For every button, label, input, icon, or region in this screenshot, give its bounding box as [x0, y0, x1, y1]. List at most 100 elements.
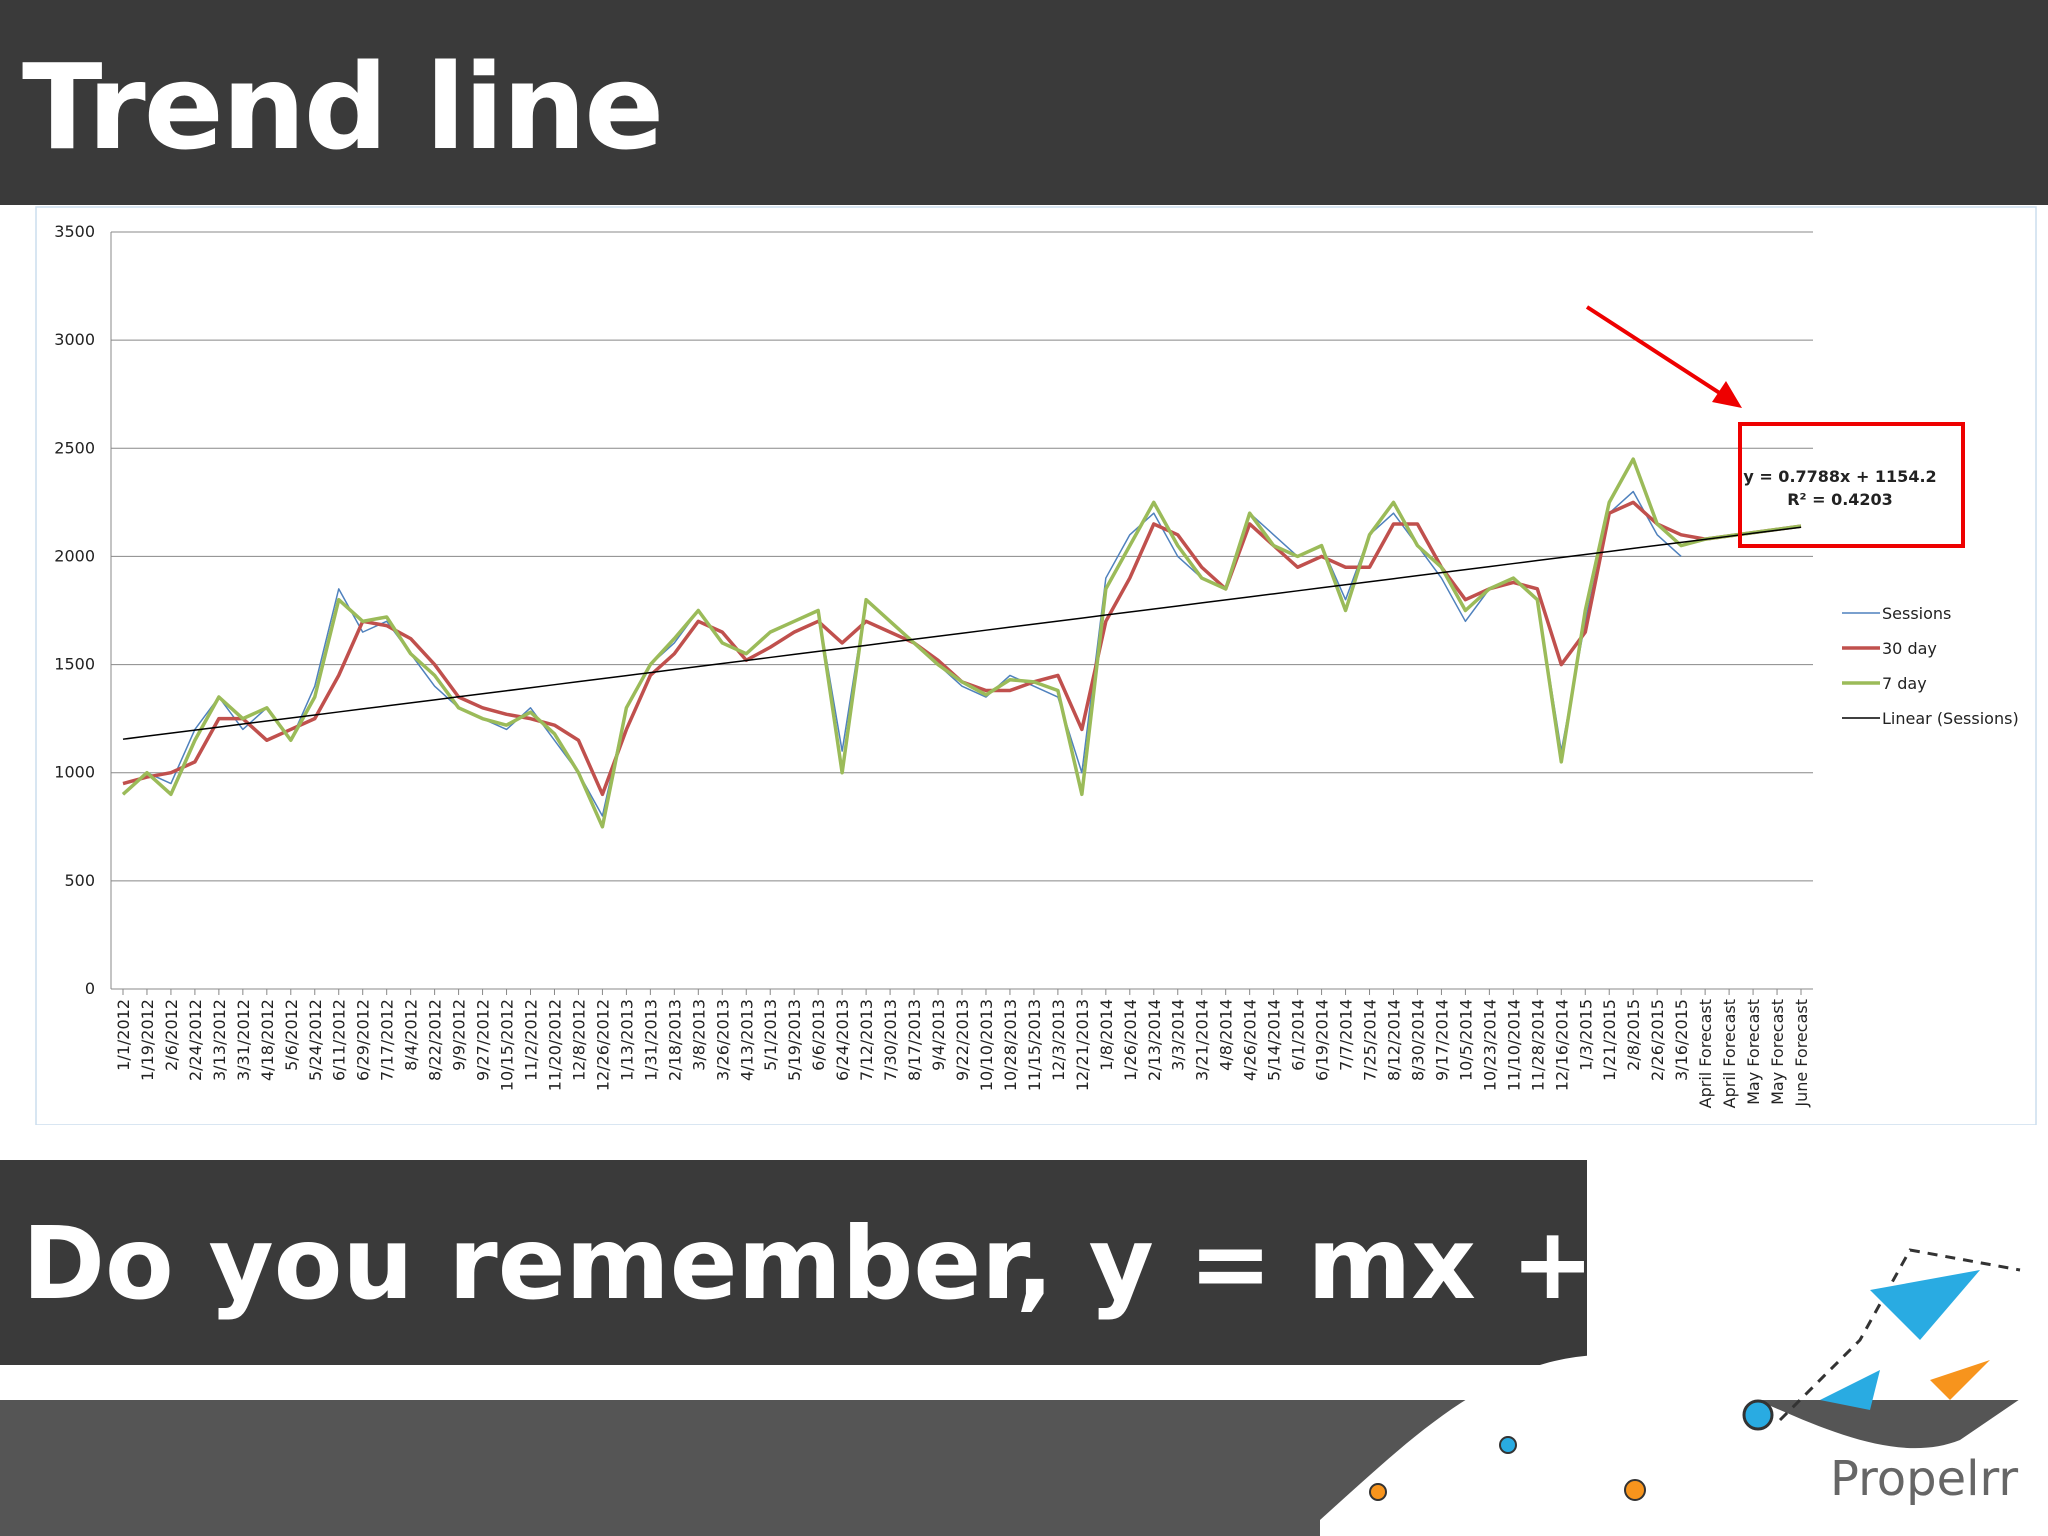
- question: Do you remember, y = mx + b?: [22, 1205, 1759, 1322]
- x-tick-label: 4/8/2014: [1217, 999, 1236, 1071]
- dot: [1742, 1399, 1774, 1431]
- x-tick-label: 4/13/2013: [737, 999, 756, 1081]
- legend-label: Linear (Sessions): [1882, 709, 2019, 728]
- x-tick-label: 8/17/2013: [905, 999, 924, 1081]
- x-tick-label: 6/6/2013: [809, 999, 828, 1071]
- x-tick-label: 10/23/2014: [1480, 999, 1499, 1091]
- dot: [1624, 1479, 1646, 1501]
- x-tick-label: 11/20/2012: [545, 999, 564, 1091]
- hill: [1320, 1354, 2048, 1536]
- title-bar: [0, 0, 2048, 205]
- x-tick-label: 12/26/2012: [593, 999, 612, 1091]
- annotation: R² = 0.4203: [1787, 490, 1893, 509]
- x-tick-label: 8/30/2014: [1408, 999, 1427, 1081]
- x-tick-label: 10/10/2013: [977, 999, 996, 1091]
- x-tick-label: 3/8/2013: [689, 999, 708, 1071]
- x-tick-label: 5/19/2013: [785, 999, 804, 1081]
- chart-frame: [35, 206, 2037, 1125]
- x-tick-label: 2/6/2012: [162, 999, 181, 1071]
- x-tick-label: 1/21/2015: [1600, 999, 1619, 1081]
- x-tick-label: 10/28/2013: [1001, 999, 1020, 1091]
- y-tick-label: 0: [85, 979, 95, 998]
- series-line: [121, 457, 1802, 829]
- x-tick-label: 12/16/2014: [1552, 999, 1571, 1091]
- annotation: y = 0.7788x + 1154.2: [1743, 467, 1936, 486]
- y-tick-label: 3500: [54, 222, 95, 241]
- x-tick-label: 11/10/2014: [1504, 999, 1523, 1091]
- legend-label: Sessions: [1882, 604, 1951, 623]
- x-tick-label: 1/8/2014: [1097, 999, 1116, 1071]
- x-tick-label: 5/1/2013: [761, 999, 780, 1071]
- x-tick-label: 9/4/2013: [929, 999, 948, 1071]
- x-tick-label: 9/17/2014: [1432, 999, 1451, 1081]
- logo-text: Propelrr: [1830, 1451, 2018, 1507]
- logo-mark: [1930, 1360, 1990, 1400]
- x-tick-label: 4/26/2014: [1241, 999, 1260, 1081]
- x-tick-label: May Forecast: [1768, 999, 1787, 1105]
- y-tick-label: 500: [64, 871, 95, 890]
- x-tick-label: 3/26/2013: [713, 999, 732, 1081]
- x-tick-label: 10/5/2014: [1456, 999, 1475, 1081]
- x-tick-label: 12/21/2013: [1073, 999, 1092, 1091]
- equation-box: [1738, 422, 1965, 548]
- x-tick-label: 12/3/2013: [1049, 999, 1068, 1081]
- x-tick-label: 11/15/2013: [1025, 999, 1044, 1091]
- chart: 0 500 1000 1500 2000 2500 3000 3500 1/1/2012 1/19…: [35, 206, 2037, 1125]
- x-tick-label: 7/7/2014: [1337, 999, 1356, 1071]
- x-tick-label: 3/16/2015: [1672, 999, 1691, 1081]
- x-tick-label: 2/24/2012: [186, 999, 205, 1081]
- x-tick-label: June Forecast: [1792, 999, 1811, 1108]
- x-tick-label: 5/6/2012: [282, 999, 301, 1071]
- x-tick-label: 4/18/2012: [258, 999, 277, 1081]
- x-tick-label: 8/4/2012: [402, 999, 421, 1071]
- y-tick-label: 3000: [54, 330, 95, 349]
- x-tick-label: 11/2/2012: [522, 999, 541, 1081]
- dot: [1499, 1436, 1517, 1454]
- arrow-head: [1712, 381, 1742, 408]
- x-tick-label: 10/15/2012: [498, 999, 517, 1091]
- plane: [1870, 1270, 1980, 1340]
- legend-label: 30 day: [1882, 639, 1937, 658]
- x-tick-label: 3/21/2014: [1193, 999, 1212, 1081]
- x-tick-label: 5/24/2012: [306, 999, 325, 1081]
- x-tick-label: 6/11/2012: [330, 999, 349, 1081]
- series-line: [122, 526, 1802, 740]
- arrow: [1585, 305, 1737, 405]
- x-tick-label: 1/13/2013: [617, 999, 636, 1081]
- x-tick-label: 2/13/2014: [1145, 999, 1164, 1081]
- x-tick-label: 7/25/2014: [1361, 999, 1380, 1081]
- flight-path: [1778, 1248, 2021, 1422]
- x-tick-label: 6/24/2013: [833, 999, 852, 1081]
- x-tick-label: 9/9/2012: [450, 999, 469, 1071]
- x-tick-label: 2/18/2013: [665, 999, 684, 1081]
- x-tick-label: 3/13/2012: [210, 999, 229, 1081]
- y-tick-label: 1500: [54, 655, 95, 674]
- x-tick-label: 1/26/2014: [1121, 999, 1140, 1081]
- x-tick-label: 7/30/2013: [881, 999, 900, 1081]
- x-tick-label: 5/14/2014: [1265, 999, 1284, 1081]
- x-tick-label: April Forecast: [1696, 999, 1715, 1108]
- x-tick-label: April Forecast: [1720, 999, 1739, 1108]
- x-tick-label: 11/28/2014: [1528, 999, 1547, 1091]
- question-box: [0, 1160, 1587, 1365]
- y-tick-label: 2500: [54, 438, 95, 457]
- x-tick-label: 2/26/2015: [1648, 999, 1667, 1081]
- x-tick-label: 6/1/2014: [1289, 999, 1308, 1071]
- x-tick-label: 1/1/2012: [114, 999, 133, 1071]
- x-tick-label: 1/31/2013: [641, 999, 660, 1081]
- logo-mark: [1820, 1370, 1880, 1410]
- x-tick-label: 9/27/2012: [474, 999, 493, 1081]
- x-tick-label: 3/3/2014: [1169, 999, 1188, 1071]
- x-tick-label: 1/19/2012: [138, 999, 157, 1081]
- legend-label: 7 day: [1882, 674, 1927, 693]
- logo: Propelrr: [1320, 1248, 2048, 1536]
- x-tick-label: 9/22/2013: [953, 999, 972, 1081]
- x-tick-label: 7/12/2013: [857, 999, 876, 1081]
- x-tick-label: 7/17/2012: [378, 999, 397, 1081]
- x-tick-label: 6/29/2012: [354, 999, 373, 1081]
- x-tick-label: 8/22/2012: [426, 999, 445, 1081]
- x-tick-label: 8/12/2014: [1384, 999, 1403, 1081]
- x-tick-label: 2/8/2015: [1624, 999, 1643, 1071]
- x-tick-label: May Forecast: [1744, 999, 1763, 1105]
